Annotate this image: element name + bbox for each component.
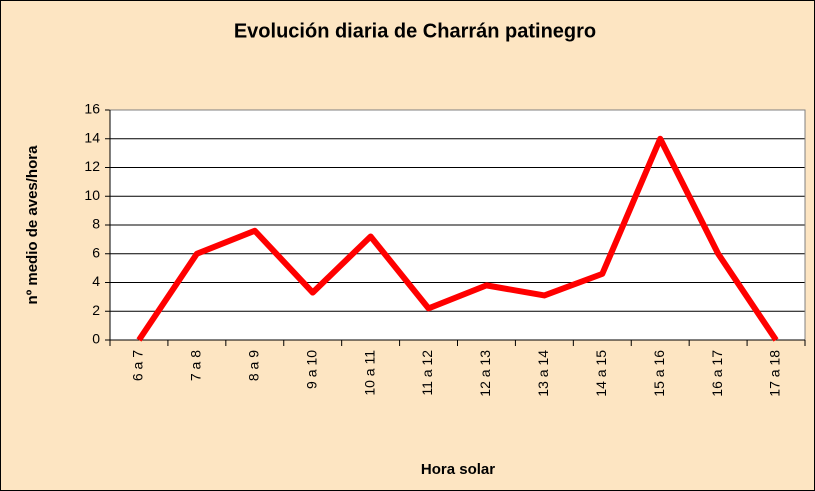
y-tick-label: 2 [92, 302, 100, 318]
x-tick-label: 12 a 13 [477, 350, 493, 397]
y-tick-label: 6 [92, 244, 100, 260]
x-tick-label: 8 a 9 [245, 350, 261, 381]
x-tick-label: 7 a 8 [188, 350, 204, 381]
x-tick-label: 17 a 18 [767, 350, 783, 397]
y-tick-label: 0 [92, 331, 100, 347]
x-tick-label: 10 a 11 [361, 350, 377, 396]
y-tick-label: 16 [84, 101, 100, 117]
x-tick-label: 16 a 17 [709, 350, 725, 397]
y-tick-label: 12 [84, 158, 100, 174]
y-tick-label: 14 [84, 129, 100, 145]
line-series [136, 135, 779, 342]
y-tick-label: 4 [92, 273, 100, 289]
y-tick-label: 10 [84, 187, 100, 203]
x-tick-label: 9 a 10 [303, 350, 319, 389]
x-tick-label: 14 a 15 [593, 350, 609, 397]
y-axis-title: nº medio de aves/hora [24, 145, 41, 305]
x-tick-label: 15 a 16 [651, 350, 667, 397]
chart-title: Evolución diaria de Charrán patinegro [234, 20, 596, 42]
y-tick-label: 8 [92, 216, 100, 232]
x-tick-label: 11 a 12 [419, 350, 435, 396]
x-tick-label: 6 a 7 [130, 350, 146, 381]
x-axis-title: Hora solar [421, 461, 495, 478]
x-tick-label: 13 a 14 [535, 350, 551, 397]
